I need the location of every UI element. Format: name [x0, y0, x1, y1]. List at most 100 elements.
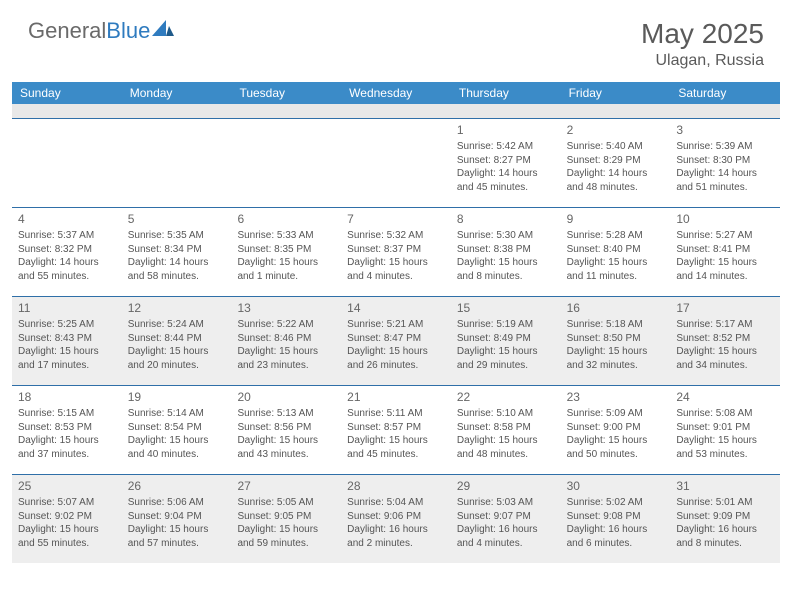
day-cell: 17Sunrise: 5:17 AMSunset: 8:52 PMDayligh… — [670, 297, 780, 385]
day-sunset: Sunset: 9:04 PM — [128, 510, 226, 524]
day-sunset: Sunset: 8:52 PM — [676, 332, 774, 346]
location-label: Ulagan, Russia — [641, 52, 764, 70]
day-day1: Daylight: 15 hours — [567, 434, 665, 448]
day-number: 4 — [18, 211, 116, 227]
day-sunrise: Sunrise: 5:18 AM — [567, 318, 665, 332]
day-day2: and 20 minutes. — [128, 359, 226, 373]
day-day1: Daylight: 15 hours — [128, 434, 226, 448]
week-row: 25Sunrise: 5:07 AMSunset: 9:02 PMDayligh… — [12, 474, 780, 563]
day-sunset: Sunset: 8:47 PM — [347, 332, 445, 346]
day-number: 27 — [237, 478, 335, 494]
day-day1: Daylight: 15 hours — [676, 434, 774, 448]
day-sunset: Sunset: 9:08 PM — [567, 510, 665, 524]
day-sunrise: Sunrise: 5:39 AM — [676, 140, 774, 154]
day-header: Tuesday — [231, 82, 341, 104]
day-header: Monday — [122, 82, 232, 104]
day-day1: Daylight: 15 hours — [128, 523, 226, 537]
day-day1: Daylight: 16 hours — [457, 523, 555, 537]
day-sunrise: Sunrise: 5:35 AM — [128, 229, 226, 243]
day-day2: and 11 minutes. — [567, 270, 665, 284]
day-sunset: Sunset: 8:32 PM — [18, 243, 116, 257]
day-day2: and 17 minutes. — [18, 359, 116, 373]
day-sunrise: Sunrise: 5:02 AM — [567, 496, 665, 510]
day-number: 31 — [676, 478, 774, 494]
day-sunset: Sunset: 8:35 PM — [237, 243, 335, 257]
day-day1: Daylight: 15 hours — [18, 345, 116, 359]
day-sunrise: Sunrise: 5:08 AM — [676, 407, 774, 421]
day-number: 5 — [128, 211, 226, 227]
day-number: 6 — [237, 211, 335, 227]
day-sunrise: Sunrise: 5:06 AM — [128, 496, 226, 510]
logo: GeneralBlue — [28, 18, 174, 44]
day-sunrise: Sunrise: 5:40 AM — [567, 140, 665, 154]
day-sunset: Sunset: 8:54 PM — [128, 421, 226, 435]
day-sunset: Sunset: 8:57 PM — [347, 421, 445, 435]
day-sunrise: Sunrise: 5:09 AM — [567, 407, 665, 421]
day-sunrise: Sunrise: 5:10 AM — [457, 407, 555, 421]
day-day2: and 6 minutes. — [567, 537, 665, 551]
day-cell: 15Sunrise: 5:19 AMSunset: 8:49 PMDayligh… — [451, 297, 561, 385]
day-day2: and 55 minutes. — [18, 537, 116, 551]
empty-cell — [341, 119, 451, 207]
day-day2: and 34 minutes. — [676, 359, 774, 373]
day-day2: and 14 minutes. — [676, 270, 774, 284]
day-cell: 2Sunrise: 5:40 AMSunset: 8:29 PMDaylight… — [561, 119, 671, 207]
day-sunrise: Sunrise: 5:32 AM — [347, 229, 445, 243]
day-sunset: Sunset: 9:09 PM — [676, 510, 774, 524]
day-sunset: Sunset: 9:00 PM — [567, 421, 665, 435]
day-sunrise: Sunrise: 5:25 AM — [18, 318, 116, 332]
empty-cell — [12, 119, 122, 207]
day-number: 10 — [676, 211, 774, 227]
day-sunrise: Sunrise: 5:19 AM — [457, 318, 555, 332]
day-day2: and 57 minutes. — [128, 537, 226, 551]
logo-text-1: General — [28, 18, 106, 44]
day-sunrise: Sunrise: 5:24 AM — [128, 318, 226, 332]
day-sunset: Sunset: 8:34 PM — [128, 243, 226, 257]
day-day1: Daylight: 15 hours — [237, 256, 335, 270]
day-sunrise: Sunrise: 5:15 AM — [18, 407, 116, 421]
day-sunrise: Sunrise: 5:30 AM — [457, 229, 555, 243]
day-cell: 29Sunrise: 5:03 AMSunset: 9:07 PMDayligh… — [451, 475, 561, 563]
day-cell: 19Sunrise: 5:14 AMSunset: 8:54 PMDayligh… — [122, 386, 232, 474]
logo-text-2: Blue — [106, 18, 150, 44]
day-sunset: Sunset: 8:38 PM — [457, 243, 555, 257]
day-day1: Daylight: 15 hours — [347, 434, 445, 448]
day-sunrise: Sunrise: 5:14 AM — [128, 407, 226, 421]
day-number: 24 — [676, 389, 774, 405]
day-cell: 1Sunrise: 5:42 AMSunset: 8:27 PMDaylight… — [451, 119, 561, 207]
day-sunset: Sunset: 8:44 PM — [128, 332, 226, 346]
day-sunset: Sunset: 8:41 PM — [676, 243, 774, 257]
day-number: 3 — [676, 122, 774, 138]
day-sunrise: Sunrise: 5:07 AM — [18, 496, 116, 510]
day-day2: and 29 minutes. — [457, 359, 555, 373]
day-number: 13 — [237, 300, 335, 316]
day-sunrise: Sunrise: 5:01 AM — [676, 496, 774, 510]
day-day1: Daylight: 16 hours — [347, 523, 445, 537]
day-day1: Daylight: 15 hours — [347, 256, 445, 270]
day-sunrise: Sunrise: 5:42 AM — [457, 140, 555, 154]
day-day1: Daylight: 15 hours — [237, 434, 335, 448]
day-day2: and 40 minutes. — [128, 448, 226, 462]
empty-cell — [122, 119, 232, 207]
day-day2: and 26 minutes. — [347, 359, 445, 373]
day-day2: and 55 minutes. — [18, 270, 116, 284]
day-day1: Daylight: 14 hours — [457, 167, 555, 181]
day-sunrise: Sunrise: 5:22 AM — [237, 318, 335, 332]
day-day2: and 45 minutes. — [457, 181, 555, 195]
day-sunset: Sunset: 8:56 PM — [237, 421, 335, 435]
day-cell: 24Sunrise: 5:08 AMSunset: 9:01 PMDayligh… — [670, 386, 780, 474]
day-day1: Daylight: 14 hours — [567, 167, 665, 181]
day-day1: Daylight: 16 hours — [676, 523, 774, 537]
day-sunset: Sunset: 9:07 PM — [457, 510, 555, 524]
day-day2: and 45 minutes. — [347, 448, 445, 462]
day-number: 8 — [457, 211, 555, 227]
day-cell: 9Sunrise: 5:28 AMSunset: 8:40 PMDaylight… — [561, 208, 671, 296]
day-sunset: Sunset: 8:53 PM — [18, 421, 116, 435]
day-day2: and 59 minutes. — [237, 537, 335, 551]
day-day1: Daylight: 15 hours — [128, 345, 226, 359]
day-day1: Daylight: 15 hours — [457, 345, 555, 359]
day-sunrise: Sunrise: 5:28 AM — [567, 229, 665, 243]
day-sunrise: Sunrise: 5:37 AM — [18, 229, 116, 243]
day-day1: Daylight: 15 hours — [676, 345, 774, 359]
week-row: 11Sunrise: 5:25 AMSunset: 8:43 PMDayligh… — [12, 296, 780, 385]
